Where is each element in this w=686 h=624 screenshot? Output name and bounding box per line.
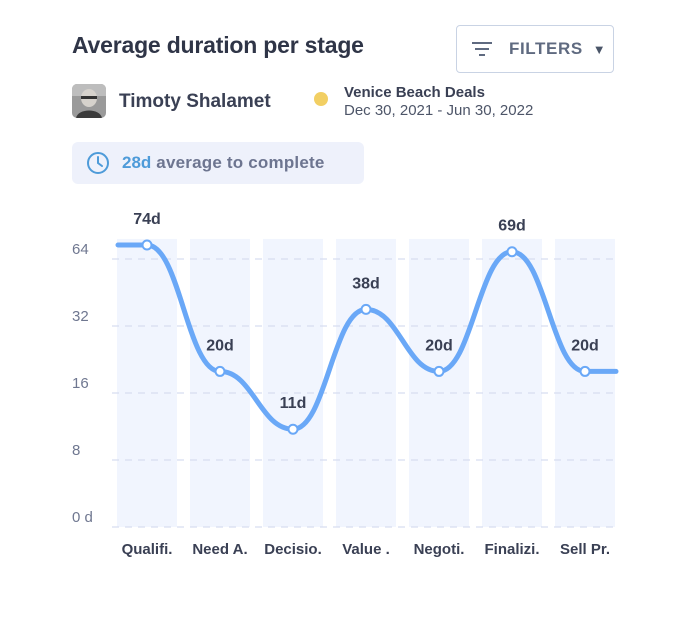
x-tick-label-2: Decisio. <box>264 541 322 558</box>
y-tick-label-3: 32 <box>72 308 89 325</box>
x-tick-label-0: Qualifi. <box>122 541 173 558</box>
stage-bar-4 <box>409 238 469 528</box>
data-label-5: 69d <box>498 218 526 235</box>
clock-icon <box>87 152 109 174</box>
data-point-6[interactable] <box>579 365 591 377</box>
data-label-3: 38d <box>352 275 380 292</box>
data-point-0[interactable] <box>141 239 153 251</box>
y-tick-label-1: 8 <box>72 442 80 459</box>
data-label-6: 20d <box>571 337 599 354</box>
average-text: average to complete <box>156 153 325 172</box>
x-tick-label-4: Negoti. <box>414 541 465 558</box>
data-point-4[interactable] <box>433 365 445 377</box>
data-point-2[interactable] <box>287 423 299 435</box>
filter-lines-icon <box>472 42 492 56</box>
data-point-1[interactable] <box>214 365 226 377</box>
stage-bar-5 <box>482 238 542 528</box>
x-tick-label-3: Value . <box>342 541 390 558</box>
y-tick-label-2: 16 <box>72 375 89 392</box>
x-tick-label-5: Finalizi. <box>484 541 539 558</box>
data-point-3[interactable] <box>360 303 372 315</box>
filters-button[interactable]: FILTERS ▼ <box>456 25 614 73</box>
stage-bar-3 <box>336 238 396 528</box>
y-tick-label-0: 0 d <box>72 509 93 526</box>
deal-name: Venice Beach Deals <box>344 84 485 101</box>
data-label-1: 20d <box>206 337 234 354</box>
data-label-4: 20d <box>425 337 453 354</box>
stage-bar-2 <box>263 238 323 528</box>
data-label-0: 74d <box>133 211 161 228</box>
average-value: 28d <box>122 153 152 172</box>
caret-down-icon: ▼ <box>592 41 606 57</box>
deal-status-dot <box>314 92 328 106</box>
filters-label: FILTERS <box>509 39 583 58</box>
y-tick-label-4: 64 <box>72 241 89 258</box>
x-tick-label-1: Need A. <box>192 541 247 558</box>
data-label-2: 11d <box>280 395 307 412</box>
user-name: Timoty Shalamet <box>119 91 271 112</box>
stage-bar-6 <box>555 238 615 528</box>
x-tick-label-6: Sell Pr. <box>560 541 610 558</box>
data-point-5[interactable] <box>506 246 518 258</box>
stage-bar-0 <box>117 238 177 528</box>
page-title: Average duration per stage <box>72 32 364 58</box>
avatar <box>72 84 106 118</box>
deal-date-range: Dec 30, 2021 - Jun 30, 2022 <box>344 102 534 119</box>
average-summary: 28d average to complete <box>72 142 364 184</box>
